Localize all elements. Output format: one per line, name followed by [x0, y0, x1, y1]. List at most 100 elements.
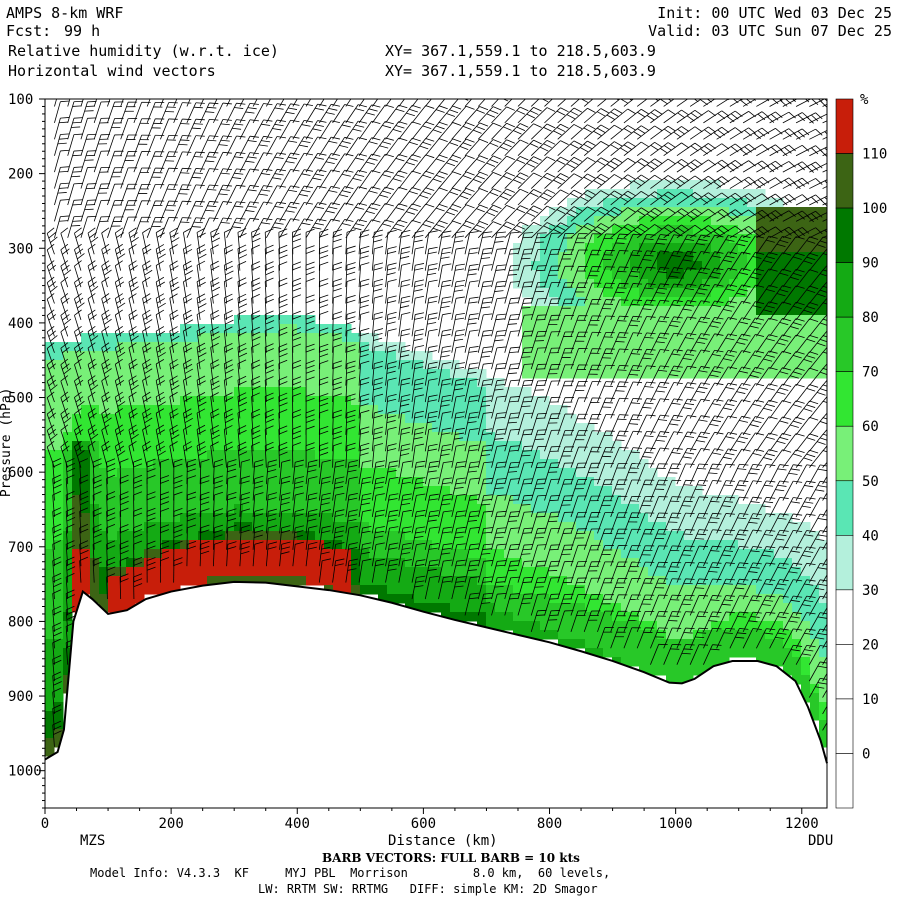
rh-cell — [576, 441, 586, 451]
wind-barb — [210, 392, 219, 419]
wind-barb — [742, 416, 765, 436]
wind-barb — [332, 311, 343, 337]
rh-cell — [45, 747, 55, 757]
wind-barb — [305, 476, 318, 501]
rh-cell — [432, 459, 442, 469]
wind-barb — [451, 122, 475, 140]
rh-cell — [576, 495, 586, 505]
rh-cell — [252, 540, 262, 550]
wind-barb — [517, 511, 534, 534]
rh-cell — [351, 540, 361, 550]
rh-cell — [306, 486, 316, 496]
rh-cell — [819, 207, 827, 217]
wind-barb — [142, 375, 151, 403]
rh-cell — [243, 333, 253, 343]
rh-cell — [738, 306, 748, 316]
rh-cell — [459, 486, 469, 496]
wind-barb — [438, 444, 452, 468]
wind-barb — [491, 172, 516, 189]
wind-barb — [504, 527, 520, 550]
rh-cell — [126, 558, 136, 568]
wind-barb — [729, 432, 751, 452]
rh-cell — [621, 468, 631, 478]
rh-cell — [207, 486, 217, 496]
rh-cell — [549, 504, 559, 514]
rh-cell — [720, 189, 730, 199]
rh-cell — [252, 504, 262, 514]
rh-cell — [81, 540, 91, 550]
rh-cell — [45, 414, 55, 424]
wind-barb — [80, 133, 97, 156]
rh-cell — [801, 558, 811, 568]
wind-barb — [663, 447, 683, 468]
wind-barb — [451, 411, 465, 435]
rh-cell — [657, 252, 667, 262]
wind-barb — [597, 332, 615, 353]
rh-cell — [225, 333, 235, 343]
rh-cell — [585, 558, 595, 568]
rh-cell — [774, 513, 784, 523]
wind-barb — [438, 204, 462, 222]
rh-cell — [162, 423, 172, 433]
rh-cell — [135, 396, 145, 406]
rh-cell — [594, 315, 604, 325]
wind-barb — [371, 426, 384, 452]
rh-cell — [729, 495, 739, 505]
wind-barb — [464, 411, 479, 435]
rh-cell — [495, 621, 505, 631]
wind-barb — [385, 526, 399, 550]
wind-barb — [119, 524, 129, 550]
rh-cell — [144, 360, 154, 370]
rh-cell — [729, 567, 739, 577]
rh-cell — [810, 216, 820, 226]
rh-cell — [351, 459, 361, 469]
rh-cell — [603, 279, 613, 289]
rh-cell — [180, 378, 190, 388]
rh-cell — [279, 387, 289, 397]
wind-barb — [210, 359, 220, 386]
rh-cell — [630, 270, 640, 280]
rh-cell — [414, 522, 424, 532]
rh-cell — [135, 486, 145, 496]
wind-barb — [729, 143, 756, 157]
rh-cell — [711, 324, 721, 334]
rh-cell — [450, 450, 460, 460]
rh-cell — [162, 441, 172, 451]
rh-cell — [351, 558, 361, 568]
rh-cell — [675, 594, 685, 604]
wind-barb — [782, 334, 805, 353]
wind-barb — [795, 252, 819, 271]
wind-barb — [87, 260, 97, 288]
rh-cell — [603, 585, 613, 595]
rh-cell — [468, 405, 478, 415]
wind-barb — [424, 378, 438, 403]
rh-cell — [117, 477, 127, 487]
rh-cell — [495, 396, 505, 406]
rh-cell — [477, 450, 487, 460]
rh-cell — [540, 504, 550, 514]
rh-cell — [639, 549, 649, 559]
rh-cell — [792, 315, 802, 325]
rh-cell — [693, 198, 703, 208]
rh-cell — [378, 513, 388, 523]
rh-cell — [369, 387, 379, 397]
rh-cell — [405, 594, 415, 604]
rh-cell — [648, 369, 658, 379]
wind-barb — [636, 479, 655, 501]
rh-cell — [306, 432, 316, 442]
rh-cell — [54, 702, 64, 712]
wind-barb — [464, 378, 479, 403]
rh-cell — [810, 630, 820, 640]
rh-cell — [594, 333, 604, 343]
wind-barb — [411, 394, 425, 419]
wind-barb — [822, 428, 827, 436]
rh-cell — [297, 486, 307, 496]
rh-cell — [774, 630, 784, 640]
rh-cell — [108, 351, 118, 361]
rh-cell — [207, 567, 217, 577]
rh-cell — [621, 450, 631, 460]
wind-barb — [371, 186, 394, 206]
rh-cell — [693, 315, 703, 325]
rh-cell — [414, 405, 424, 415]
rh-cell — [720, 315, 730, 325]
